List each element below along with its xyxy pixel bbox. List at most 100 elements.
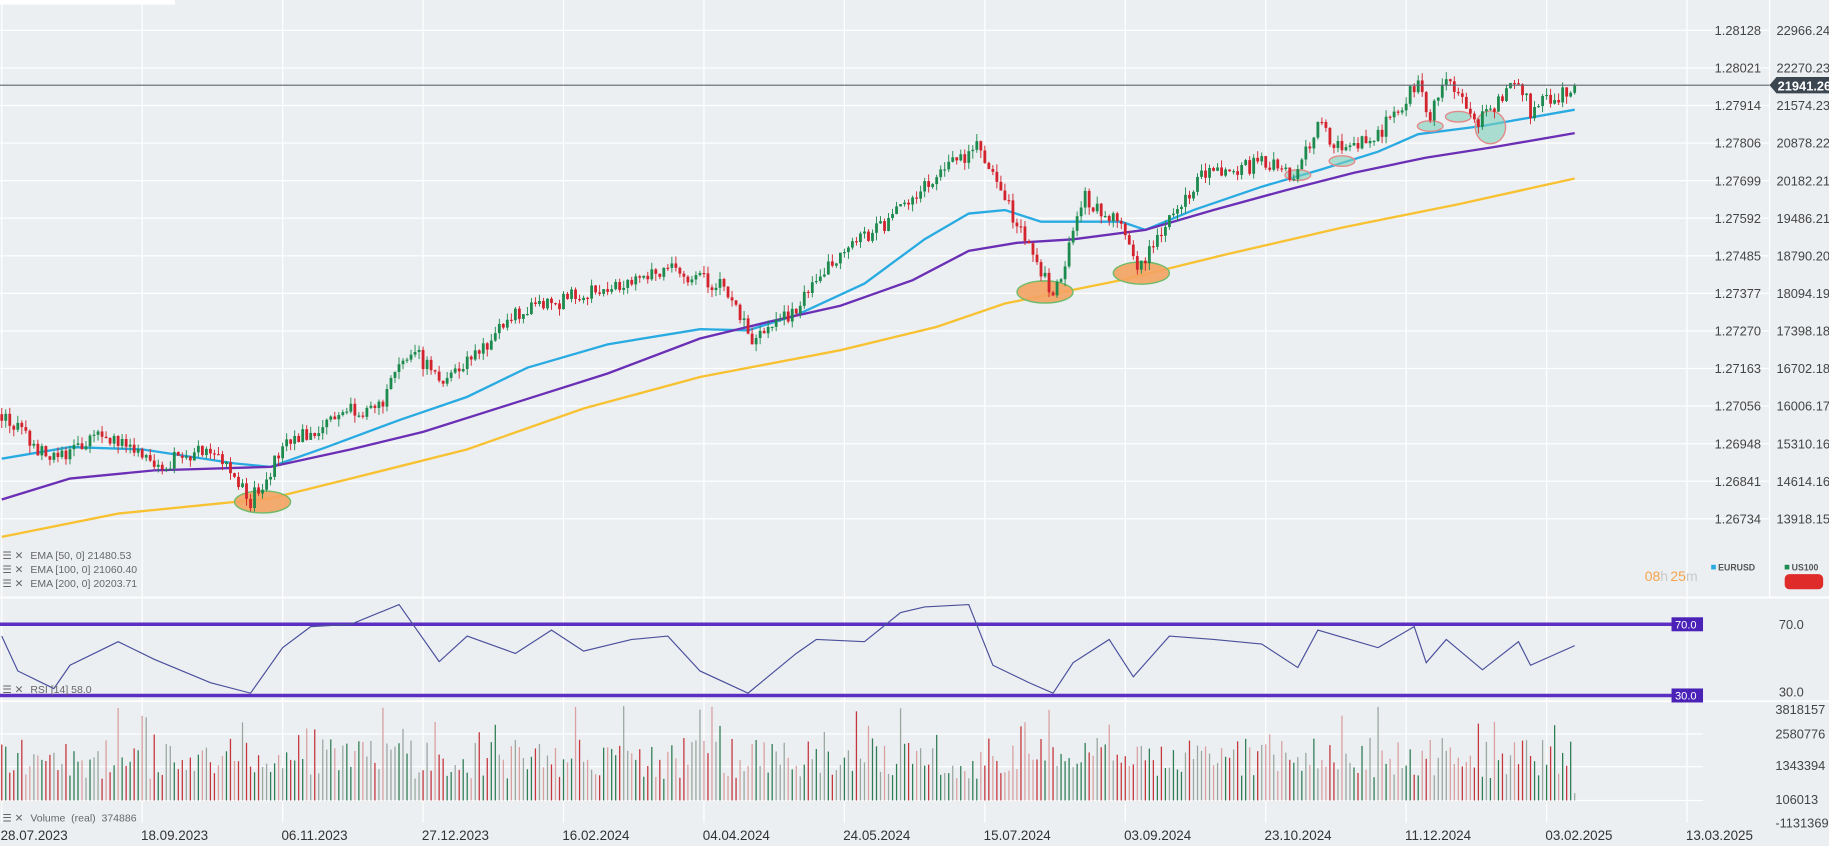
candle-body [341, 412, 345, 415]
candle-body [172, 451, 176, 469]
candle-body [642, 275, 646, 278]
candle-body [670, 263, 674, 268]
candle-body [578, 299, 581, 301]
candle-body [678, 267, 682, 274]
candle-body [1228, 169, 1232, 172]
candle-body [838, 252, 842, 264]
support-touch-marker [1016, 280, 1074, 304]
candle-body [1296, 169, 1300, 180]
candle-body [794, 308, 798, 314]
us100-axis: 22966.24 22270.23 21574.23 20878.22 20182.21… [1777, 23, 1829, 526]
candle-body [859, 233, 862, 243]
volume-axis: 3818157 2580776 1343394 106013 -1131369 [1775, 702, 1828, 830]
candle-body [281, 446, 285, 459]
candle-body [674, 263, 678, 268]
candle-body [883, 221, 886, 231]
candle-body [349, 403, 353, 412]
candle-body [1147, 246, 1151, 264]
candle-body [1432, 100, 1436, 121]
candle-body [405, 359, 409, 361]
candle-body [269, 476, 272, 480]
candle-body [602, 289, 606, 294]
volume-legend-icon: ☰ ✕ [2, 812, 23, 824]
candle-body [746, 318, 750, 334]
candle-body [1143, 260, 1147, 264]
candle-body [1428, 112, 1432, 121]
candle-body [786, 311, 790, 322]
candle-body [389, 377, 393, 390]
candle-body [967, 151, 971, 163]
bar-countdown: 08h 25m [1645, 568, 1698, 584]
eurusd-tick-label: 1.27485 [1715, 248, 1761, 263]
candle-body [538, 300, 541, 305]
date-tick-label: 23.10.2024 [1265, 828, 1333, 843]
candle-body [626, 279, 630, 288]
candle-body [509, 319, 513, 321]
candle-body [1063, 266, 1067, 280]
ema-legend-icons: ☰ ✕ [2, 564, 23, 576]
candle-body [1071, 230, 1075, 243]
candle-body [975, 141, 979, 150]
candle-body [1440, 84, 1444, 98]
candle-body [317, 433, 321, 437]
candle-body [891, 213, 894, 219]
candle-body [911, 197, 915, 205]
candle-body [1164, 227, 1167, 236]
candle-body [1200, 170, 1203, 177]
candle-body [802, 291, 806, 306]
candle-body [229, 462, 232, 474]
candle-body [1119, 221, 1123, 224]
ema-legend-icons: ☰ ✕ [2, 550, 23, 562]
candle-body [505, 319, 509, 328]
candle-body [718, 279, 722, 288]
candle-body [1380, 129, 1384, 137]
candle-body [192, 452, 196, 461]
legend-eurusd[interactable]: EURUSD [1711, 563, 1755, 573]
candle-body [156, 464, 160, 467]
candle-body [586, 297, 589, 300]
volume-tick-label: -1131369 [1775, 815, 1828, 830]
date-tick-label: 18.09.2023 [141, 828, 208, 843]
candle-body [1452, 81, 1456, 92]
candle-body [1264, 156, 1268, 168]
candle-body [927, 181, 931, 188]
candle-body [935, 177, 939, 185]
us100-tick-label: 15310.16 [1777, 436, 1829, 451]
ema-legend-label: EMA [200, 0] 20203.71 [30, 578, 137, 590]
us100-tick-label: 20182.21 [1777, 173, 1829, 188]
candle-body [180, 455, 184, 458]
legend-us100[interactable]: US100 [1784, 563, 1824, 590]
candle-body [682, 273, 686, 277]
date-tick-label: 27.12.2023 [422, 828, 489, 843]
candle-body [606, 289, 610, 292]
date-tick-label: 06.11.2023 [281, 828, 347, 843]
candle-body [654, 269, 658, 274]
candle-body [971, 149, 975, 152]
candle-body [730, 297, 734, 301]
candle-body [253, 487, 256, 509]
candle-body [1521, 84, 1524, 96]
candle-body [1023, 226, 1027, 241]
candle-body [277, 455, 281, 459]
candle-body [96, 431, 100, 435]
candle-body [1489, 108, 1492, 110]
candle-body [1087, 190, 1091, 208]
candle-body [28, 430, 32, 446]
candle-body [1420, 80, 1424, 93]
candle-body [1272, 159, 1276, 170]
candle-body [1328, 127, 1332, 145]
candle-body [1035, 254, 1039, 263]
candle-body [8, 413, 12, 426]
us100-tick-label: 19486.21 [1777, 211, 1829, 226]
candle-body [393, 371, 397, 378]
eurusd-tick-label: 1.26841 [1715, 474, 1761, 489]
candle-body [826, 261, 830, 275]
date-tick-label: 24.05.2024 [843, 828, 911, 843]
candle-body [200, 445, 204, 456]
candle-body [425, 359, 429, 370]
date-tick-label: 13.03.2025 [1686, 828, 1753, 843]
candle-body [1232, 171, 1236, 173]
candle-body [241, 483, 244, 488]
candle-body [1569, 92, 1573, 97]
